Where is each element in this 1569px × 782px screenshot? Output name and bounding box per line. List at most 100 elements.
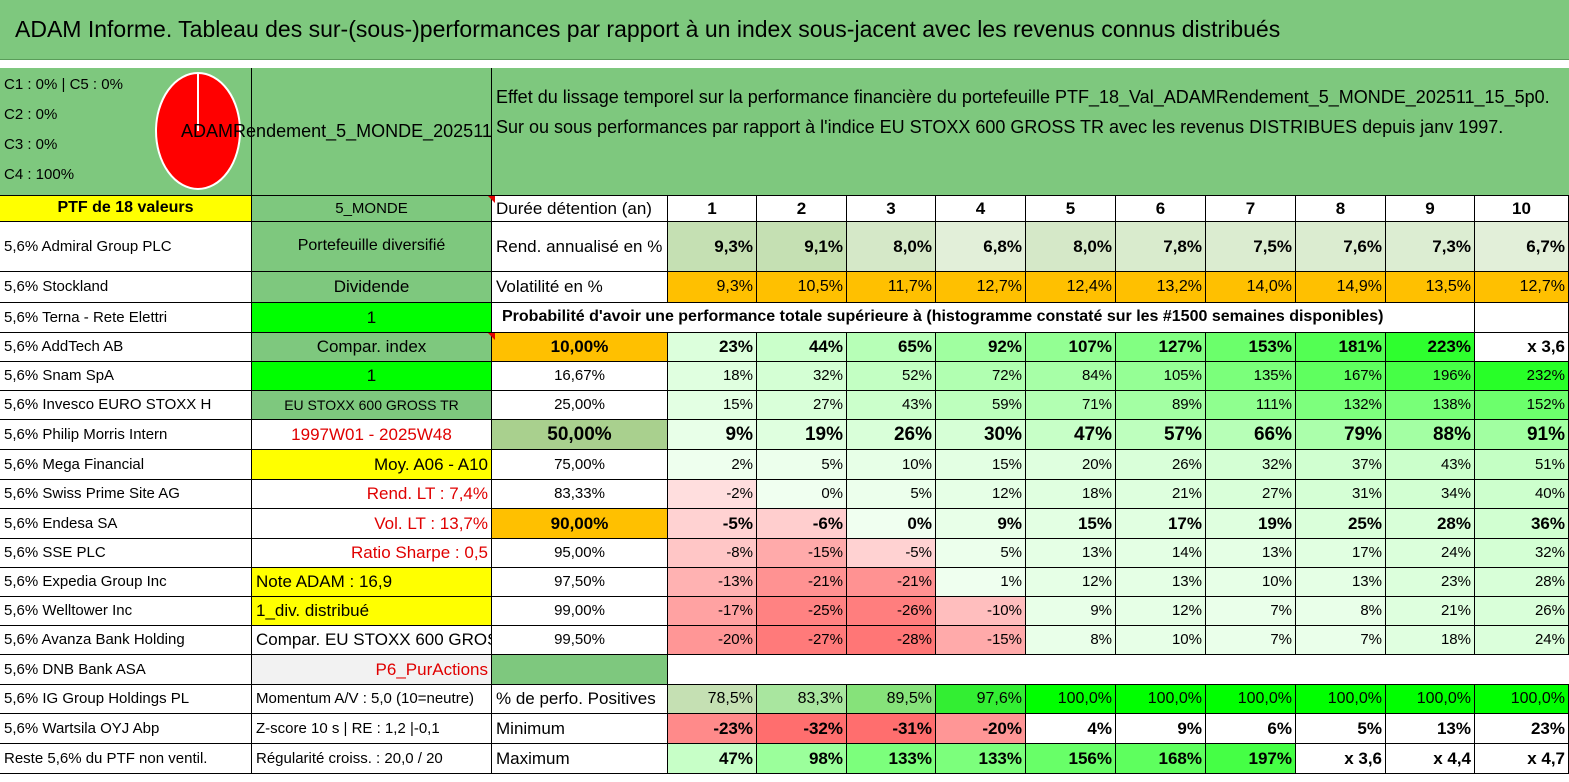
year-header: 3 <box>847 196 936 222</box>
prob-value: 37% <box>1296 450 1386 480</box>
prob-value: 91% <box>1475 420 1569 450</box>
prob-value: 65% <box>847 333 936 362</box>
holding-name: 5,6% Welltower Inc <box>0 597 252 626</box>
min-value: 23% <box>1475 714 1569 744</box>
prob-value: -8% <box>668 539 757 568</box>
prob-value: 5% <box>847 480 936 509</box>
prob-value: 30% <box>936 420 1026 450</box>
prob-value: 71% <box>1026 391 1116 420</box>
prob-value: 66% <box>1206 420 1296 450</box>
rend-value: 7,6% <box>1296 222 1386 272</box>
prob-value: 13% <box>1116 568 1206 597</box>
prob-value: 25% <box>1296 509 1386 539</box>
rend-label: Rend. annualisé en % <box>492 222 668 272</box>
prob-value: 32% <box>1475 539 1569 568</box>
prob-value: -28% <box>847 626 936 655</box>
pos-value: 78,5% <box>668 685 757 714</box>
min-label: Minimum <box>492 714 668 744</box>
prob-value: 10% <box>847 450 936 480</box>
prob-value: -17% <box>668 597 757 626</box>
min-value: 9% <box>1116 714 1206 744</box>
prob-value: 23% <box>668 333 757 362</box>
prob-value: -20% <box>668 626 757 655</box>
holding-name: 5,6% Expedia Group Inc <box>0 568 252 597</box>
prob-value: 5% <box>936 539 1026 568</box>
pos-value: 100,0% <box>1475 685 1569 714</box>
holding-name: 5,6% Wartsila OYJ Abp <box>0 714 252 744</box>
prob-value: 7% <box>1206 626 1296 655</box>
max-value: x 3,6 <box>1296 744 1386 774</box>
rend-value: 7,3% <box>1386 222 1475 272</box>
year-header: 2 <box>757 196 847 222</box>
pos-value: 97,6% <box>936 685 1026 714</box>
prob-value: 26% <box>1116 450 1206 480</box>
prob-threshold: 10,00% <box>492 333 668 362</box>
vol-value: 12,4% <box>1026 272 1116 303</box>
allocation-pie-chart <box>155 72 241 190</box>
holding-name: 5,6% SSE PLC <box>0 539 252 568</box>
holding-name: 5,6% Swiss Prime Site AG <box>0 480 252 509</box>
info-cell: Ratio Sharpe : 0,5 <box>252 539 492 568</box>
prob-value: -2% <box>668 480 757 509</box>
prob-value: 59% <box>936 391 1026 420</box>
prob-value: 57% <box>1116 420 1206 450</box>
holding-name: 5,6% Admiral Group PLC <box>0 222 252 272</box>
max-value: x 4,4 <box>1386 744 1475 774</box>
prob-value: 43% <box>847 391 936 420</box>
prob-value: -21% <box>847 568 936 597</box>
pos-value: 100,0% <box>1026 685 1116 714</box>
info-cell: 5_MONDE <box>252 196 492 222</box>
prob-value: 8% <box>1296 597 1386 626</box>
year-header: 4 <box>936 196 1026 222</box>
vol-value: 14,0% <box>1206 272 1296 303</box>
rend-value: 9,1% <box>757 222 847 272</box>
prob-value: 43% <box>1386 450 1475 480</box>
prob-value: 13% <box>1296 568 1386 597</box>
vol-value: 13,5% <box>1386 272 1475 303</box>
prob-value: -21% <box>757 568 847 597</box>
prob-value: 138% <box>1386 391 1475 420</box>
prob-value: 32% <box>1206 450 1296 480</box>
rend-value: 8,0% <box>1026 222 1116 272</box>
info-cell: P6_PurActions <box>252 655 492 685</box>
info-cell: 1997W01 - 2025W48 <box>252 420 492 450</box>
prob-threshold: 95,00% <box>492 539 668 568</box>
prob-value: 10% <box>1206 568 1296 597</box>
vol-value: 12,7% <box>1475 272 1569 303</box>
max-value: 47% <box>668 744 757 774</box>
year-header: 10 <box>1475 196 1569 222</box>
comment-indicator-icon[interactable] <box>488 333 495 340</box>
prob-title: Probabilité d'avoir une performance tota… <box>492 303 1475 333</box>
prob-value: 21% <box>1116 480 1206 509</box>
prob-value: 19% <box>757 420 847 450</box>
prob-value: x 3,6 <box>1475 333 1569 362</box>
min-value: -32% <box>757 714 847 744</box>
prob-threshold: 97,50% <box>492 568 668 597</box>
prob-value: 28% <box>1386 509 1475 539</box>
info-cell: Compar. EU STOXX 600 GROSS TR <box>252 626 492 655</box>
prob-title-end <box>1475 303 1569 333</box>
info-cell: Portefeuille diversifié <box>252 222 492 272</box>
prob-value: 132% <box>1296 391 1386 420</box>
prob-value: 18% <box>1386 626 1475 655</box>
prob-value: -15% <box>936 626 1026 655</box>
pos-value: 100,0% <box>1206 685 1296 714</box>
vol-value: 10,5% <box>757 272 847 303</box>
holding-name: 5,6% IG Group Holdings PL <box>0 685 252 714</box>
prob-value: 18% <box>668 362 757 391</box>
comment-indicator-icon[interactable] <box>488 196 495 203</box>
prob-value: 47% <box>1026 420 1116 450</box>
prob-value: 0% <box>757 480 847 509</box>
prob-value: 111% <box>1206 391 1296 420</box>
prob-value: 31% <box>1296 480 1386 509</box>
vol-value: 12,7% <box>936 272 1026 303</box>
max-value: 133% <box>847 744 936 774</box>
max-value: 98% <box>757 744 847 774</box>
prob-value: 0% <box>847 509 936 539</box>
prob-value: 44% <box>757 333 847 362</box>
prob-value: 18% <box>1026 480 1116 509</box>
vol-label: Volatilité en % <box>492 272 668 303</box>
prob-value: 135% <box>1206 362 1296 391</box>
prob-value: 17% <box>1296 539 1386 568</box>
